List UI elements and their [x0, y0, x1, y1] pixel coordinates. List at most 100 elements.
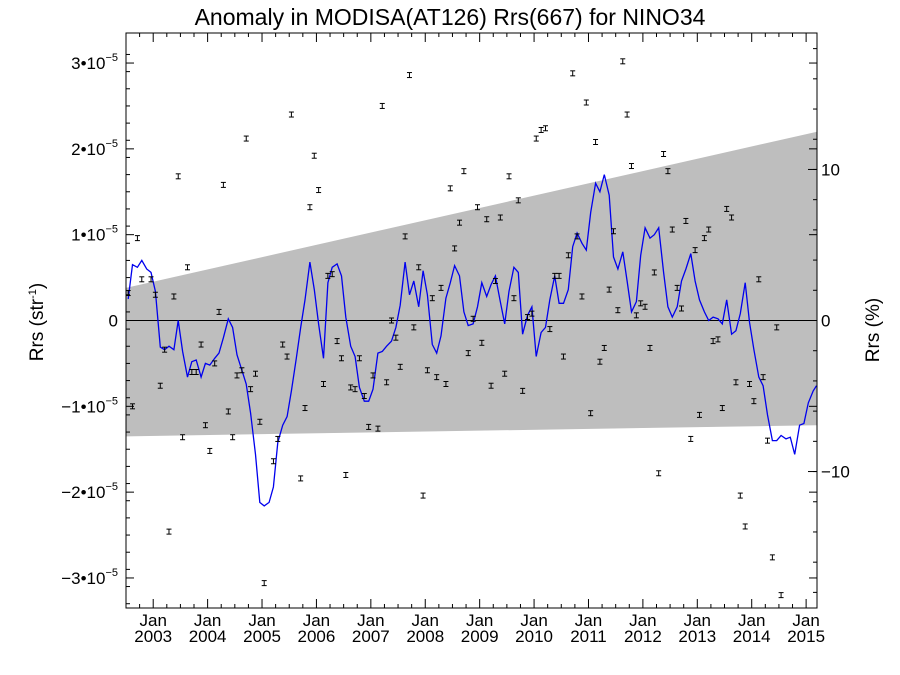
errorbar-point	[175, 173, 181, 180]
series-line-anomaly	[127, 174, 817, 507]
errorbar-point	[257, 418, 263, 425]
errorbar-point	[560, 353, 566, 360]
x-tick-month-label: Jan	[194, 611, 221, 630]
errorbar-point	[778, 592, 784, 599]
errorbar-point	[470, 315, 476, 322]
y-tick-label: 1•10−5	[71, 224, 118, 245]
errorbar-point	[275, 435, 281, 442]
y-tick-label-base: 1•10	[71, 226, 105, 245]
y-right-tick-label: 0	[821, 312, 830, 331]
errorbar-point	[438, 284, 444, 291]
errorbar-point	[565, 252, 571, 259]
errorbar-point	[719, 405, 725, 412]
errorbar-point	[416, 264, 422, 271]
errorbar-point	[184, 264, 190, 271]
errorbar-point	[457, 219, 463, 226]
errorbar-point	[252, 370, 258, 377]
x-tick-month-label: Jan	[520, 611, 547, 630]
y-tick-label-base: 0	[109, 312, 118, 331]
x-tick-year-label: 2006	[298, 627, 336, 646]
errorbar-point	[329, 271, 335, 278]
errorbar-point	[624, 111, 630, 118]
errorbar-point	[651, 269, 657, 276]
errorbar-point	[166, 528, 172, 535]
x-tick-year-label: 2007	[352, 627, 390, 646]
errorbar-point	[402, 233, 408, 240]
errorbar-point	[352, 386, 358, 393]
errorbar-point	[556, 272, 562, 279]
errorbar-point	[443, 381, 449, 388]
errorbar-point	[506, 173, 512, 180]
errorbar-point	[234, 372, 240, 379]
errorbar-point	[628, 163, 634, 170]
errorbar-point	[747, 381, 753, 388]
x-tick-month-label: Jan	[357, 611, 384, 630]
x-tick-month-label: Jan	[575, 611, 602, 630]
errorbar-point	[465, 350, 471, 357]
errorbar-point	[452, 245, 458, 252]
errorbar-point	[606, 286, 612, 293]
errorbar-point	[248, 386, 254, 393]
x-tick-year-label: 2012	[624, 627, 662, 646]
errorbar-point	[261, 580, 267, 587]
errorbar-point	[220, 181, 226, 188]
y-tick-label-exponent: −5	[105, 224, 118, 236]
errorbar-point	[212, 360, 218, 367]
y-axis-left: 3•10−52•10−51•10−50−1•10−5−2•10−5−3•10−5	[61, 52, 817, 605]
x-tick-year-label: 2013	[678, 627, 716, 646]
y-axis-right: 10 0 −10	[808, 48, 850, 593]
errorbar-point	[593, 138, 599, 145]
errorbar-point	[570, 70, 576, 77]
errorbar-point	[715, 336, 721, 343]
y-tick-label-base: −3•10	[61, 569, 105, 588]
errorbar-point	[542, 125, 548, 132]
x-tick-month-label: Jan	[792, 611, 819, 630]
errorbar-point	[484, 216, 490, 223]
errorbar-point	[302, 405, 308, 412]
y-tick-label-exponent: −5	[105, 395, 118, 407]
y-tick-label-exponent: −5	[105, 567, 118, 579]
errorbar-point	[343, 471, 349, 478]
errorbar-point	[420, 492, 426, 499]
errorbar-point	[764, 437, 770, 444]
errorbar-point	[620, 58, 626, 65]
x-tick-month-label: Jan	[738, 611, 765, 630]
errorbar-point	[683, 217, 689, 224]
errorbar-point	[198, 341, 204, 348]
series-errorbar-markers	[126, 58, 784, 599]
y-tick-label: −2•10−5	[61, 481, 118, 502]
errorbar-point	[434, 374, 440, 381]
errorbar-point	[406, 72, 412, 79]
errorbar-point	[397, 363, 403, 370]
errorbar-point	[583, 99, 589, 106]
errorbar-point	[733, 379, 739, 386]
x-tick-year-label: 2003	[134, 627, 172, 646]
errorbar-point	[288, 111, 294, 118]
errorbar-point	[298, 475, 304, 482]
x-tick-month-label: Jan	[412, 611, 439, 630]
x-axis: Jan2003Jan2004Jan2005Jan2006Jan2007Jan20…	[134, 33, 825, 646]
errorbar-point	[375, 425, 381, 432]
x-tick-year-label: 2008	[406, 627, 444, 646]
errorbar-point	[511, 295, 517, 302]
y-right-tick-label: 10	[821, 160, 840, 179]
y-tick-label: −3•10−5	[61, 567, 118, 588]
y-tick-label-base: 3•10	[71, 54, 105, 73]
errorbar-point	[338, 355, 344, 362]
errorbar-point	[325, 272, 331, 279]
x-tick-month-label: Jan	[303, 611, 330, 630]
errorbar-point	[356, 355, 362, 362]
errorbar-point	[171, 293, 177, 300]
x-tick-month-label: Jan	[139, 611, 166, 630]
errorbar-point	[724, 205, 730, 212]
errorbar-point	[474, 204, 480, 211]
errorbar-point	[665, 168, 671, 175]
errorbar-point	[769, 554, 775, 561]
errorbar-point	[696, 411, 702, 418]
x-tick-year-label: 2015	[787, 627, 825, 646]
errorbar-point	[679, 305, 685, 312]
errorbar-point	[379, 102, 385, 109]
x-tick-month-label: Jan	[248, 611, 275, 630]
errorbar-point	[515, 197, 521, 204]
errorbar-point	[225, 408, 231, 415]
